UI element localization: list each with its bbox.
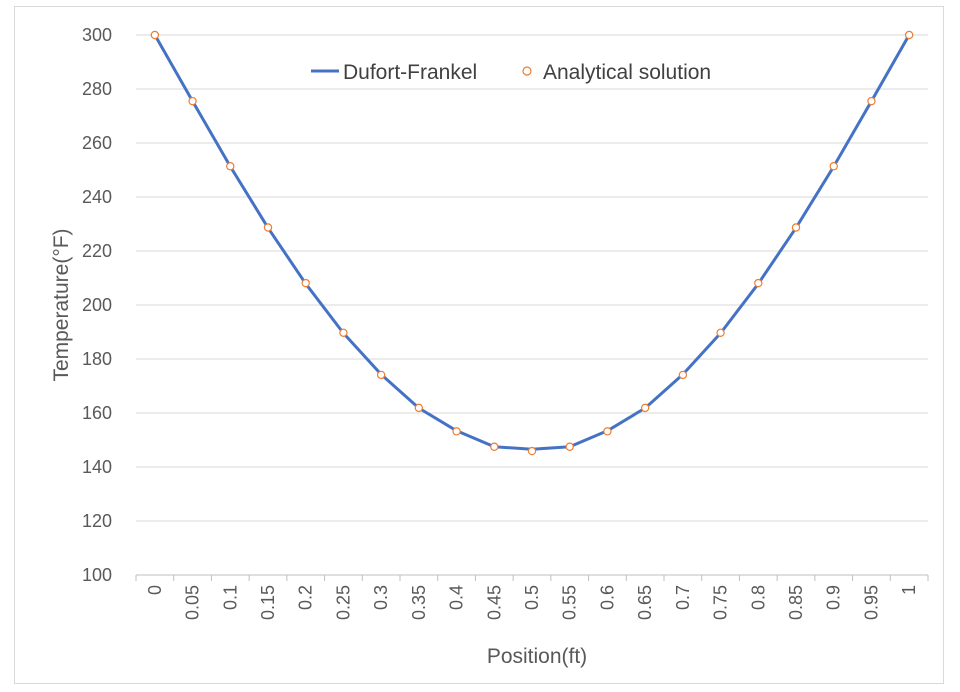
data-point (188, 96, 197, 106)
data-point (414, 403, 424, 413)
data-point (678, 370, 688, 380)
y-tick-labels: 100 120 140 160 180 200 220 240 260 280 300 (82, 25, 112, 585)
data-point (829, 162, 838, 171)
data-point (754, 278, 763, 288)
data-point (452, 427, 461, 436)
x-tick-label: 0.6 (597, 585, 617, 610)
x-tick-label: 0.4 (447, 585, 467, 610)
data-point (527, 446, 537, 456)
data-point (376, 370, 386, 380)
y-axis-title: Temperature(°F) (50, 228, 73, 381)
y-tick-label: 200 (82, 295, 112, 315)
data-point (716, 328, 725, 338)
x-tick-label: 0.65 (635, 585, 655, 620)
data-point (904, 30, 914, 40)
x-tick-label: 0.85 (786, 585, 806, 620)
series-lines (153, 34, 911, 451)
x-axis-title: Position(ft) (487, 645, 587, 668)
x-tick-label: 0.15 (258, 585, 278, 620)
legend-marker-swatch (522, 66, 532, 76)
x-tick-label: 0.1 (220, 585, 240, 610)
y-tick-label: 260 (82, 133, 112, 153)
data-point (263, 223, 273, 232)
x-tick-label: 0.8 (748, 585, 768, 610)
x-tick-label: 0.7 (673, 585, 693, 610)
y-tick-label: 120 (82, 511, 112, 531)
series-markers (150, 30, 914, 456)
data-point (226, 162, 235, 171)
x-tick-label: 0.3 (371, 585, 391, 610)
gridlines (136, 34, 928, 522)
data-point (339, 328, 348, 338)
x-tick-label: 0.9 (824, 585, 844, 610)
x-tick-label: 0.25 (333, 585, 353, 620)
chart-frame (14, 6, 944, 684)
data-point (565, 442, 574, 451)
x-tick-label: 0.75 (711, 585, 731, 620)
x-tick-label: 0.35 (409, 585, 429, 620)
y-tick-label: 300 (82, 25, 112, 45)
series-line-0 (153, 34, 911, 451)
x-tick-label: 0.55 (560, 585, 580, 620)
y-tick-label: 180 (82, 349, 112, 369)
legend-label-dufort-frankel: Dufort-Frankel (343, 61, 477, 84)
data-point (150, 30, 160, 40)
data-point (301, 278, 310, 288)
y-tick-label: 240 (82, 187, 112, 207)
y-tick-label: 220 (82, 241, 112, 261)
data-point (490, 442, 499, 451)
y-tick-label: 100 (82, 565, 112, 585)
data-point (791, 223, 801, 232)
y-tick-label: 140 (82, 457, 112, 477)
x-tick-label: 0.05 (183, 585, 203, 620)
x-tick-label: 0.45 (484, 585, 504, 620)
legend-label-analytical-solution: Analytical solution (543, 61, 711, 84)
data-point (603, 427, 612, 436)
x-axis (135, 574, 929, 581)
x-tick-labels: 0 0.05 0.1 0.15 0.2 0.25 0.3 0.35 0.4 0.45 0.5 0.55… (145, 585, 919, 620)
x-tick-label: 1 (899, 585, 919, 595)
legend: Dufort-Frankel Analytical solution (311, 61, 711, 84)
x-tick-label: 0.5 (522, 585, 542, 610)
x-tick-label: 0.95 (861, 585, 881, 620)
x-tick-label: 0.2 (296, 585, 316, 610)
y-tick-label: 280 (82, 79, 112, 99)
data-point (867, 96, 876, 106)
y-tick-label: 160 (82, 403, 112, 423)
data-point (640, 403, 650, 413)
x-tick-label: 0 (145, 585, 165, 595)
